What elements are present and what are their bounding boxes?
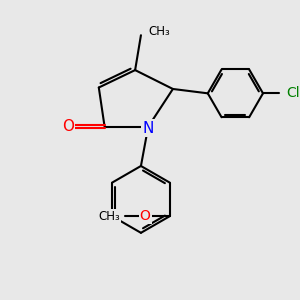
Text: CH₃: CH₃ (99, 210, 121, 223)
Text: Cl: Cl (286, 86, 300, 100)
Text: N: N (142, 121, 154, 136)
Text: O: O (62, 119, 74, 134)
Text: O: O (140, 209, 151, 223)
Text: CH₃: CH₃ (148, 25, 170, 38)
